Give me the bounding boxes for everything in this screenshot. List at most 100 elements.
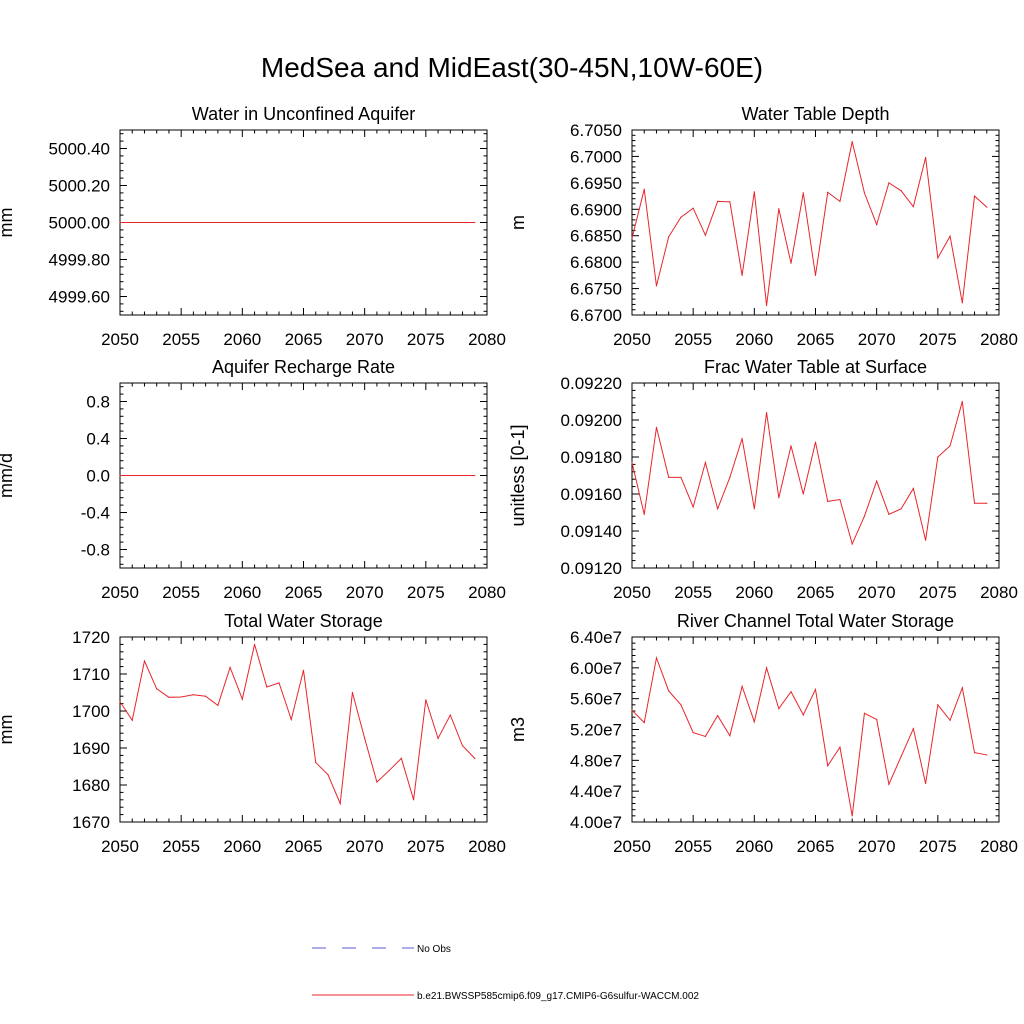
x-tick-label: 2055 [162, 583, 200, 602]
y-tick-label: 0.09220 [561, 374, 622, 393]
data-point [729, 735, 731, 737]
x-tick-label: 2080 [980, 330, 1018, 349]
data-point [765, 412, 768, 414]
data-point [741, 274, 743, 276]
data-point [302, 669, 305, 671]
data-point [364, 737, 366, 739]
y-axis-label: unitless [0-1] [508, 424, 528, 526]
y-tick-label: 1680 [72, 776, 110, 795]
x-tick-label: 2050 [613, 330, 651, 349]
data-point [655, 426, 658, 428]
x-tick-label: 2050 [613, 837, 651, 856]
y-tick-label: 6.7000 [570, 147, 622, 166]
data-point [655, 285, 658, 287]
data-point [376, 781, 378, 783]
x-tick-label: 2080 [468, 837, 506, 856]
data-point [655, 657, 658, 659]
data-point [704, 461, 707, 464]
data-point [692, 731, 694, 734]
y-tick-label: 6.6800 [570, 253, 622, 272]
data-point [156, 688, 158, 690]
chart-title: Aquifer Recharge Rate [212, 357, 395, 377]
x-tick-label: 2050 [101, 837, 139, 856]
x-tick-label: 2050 [613, 583, 651, 602]
x-tick-label: 2075 [407, 583, 445, 602]
data-point [961, 687, 963, 689]
legend: No Obs b.e21.BWSSP585cmip6.f09_g17.CMIP6-… [312, 944, 699, 1002]
y-tick-label: 6.6850 [570, 227, 622, 246]
data-point [729, 476, 731, 478]
data-point [986, 206, 988, 208]
data-point [900, 755, 902, 758]
data-point [986, 502, 988, 504]
data-point [851, 815, 853, 817]
data-point [814, 274, 817, 276]
page-title: MedSea and MidEast(30-45N,10W-60E) [260, 52, 764, 83]
chart-panel-5: Total Water Storage 2050 2055 2060 2065 2070 2… [0, 611, 506, 856]
y-tick-label: 1690 [72, 739, 110, 758]
data-point [253, 643, 256, 646]
data-point [413, 799, 415, 801]
data-point [680, 704, 682, 706]
data-point [692, 207, 694, 209]
data-point [241, 698, 243, 700]
y-axis-label: mm [0, 715, 16, 745]
x-tick-label: 2070 [346, 583, 384, 602]
x-tick-label: 2075 [919, 330, 957, 349]
y-tick-label: 1700 [72, 702, 110, 721]
x-tick-label: 2075 [919, 583, 957, 602]
plot-frame [631, 382, 1000, 569]
chart-title: River Channel Total Water Storage [677, 611, 954, 631]
chart-panel-2: Water Table Depth 2050 2055 2060 2065 2070 207… [508, 104, 1018, 349]
data-point [802, 192, 804, 194]
chart-title: Total Water Storage [224, 611, 382, 631]
y-tick-label: 1720 [72, 628, 110, 647]
x-tick-label: 2070 [858, 837, 896, 856]
data-point [704, 735, 707, 738]
y-tick-label: 6.6900 [570, 200, 622, 219]
x-tick-label: 2060 [735, 837, 773, 856]
data-point [388, 769, 390, 772]
data-point [863, 515, 866, 517]
data-point [937, 456, 939, 458]
data-point [888, 513, 890, 515]
data-point [680, 476, 682, 478]
data-point [876, 718, 878, 721]
data-point [631, 709, 633, 711]
data-point [474, 757, 476, 759]
data-point [790, 445, 792, 447]
data-point [973, 752, 976, 754]
data-point [474, 221, 476, 224]
plot-frame [631, 129, 1000, 316]
y-tick-label: 0.09180 [561, 448, 622, 467]
data-point [863, 192, 866, 194]
data-point [119, 474, 121, 477]
data-point [449, 714, 451, 716]
data-point [741, 685, 743, 687]
y-axis-label: m3 [508, 717, 528, 742]
x-tick-label: 2080 [980, 837, 1018, 856]
data-point [765, 304, 768, 307]
data-point [949, 719, 951, 721]
x-tick-label: 2080 [980, 583, 1018, 602]
legend-label: b.e21.BWSSP585cmip6.f09_g17.CMIP6-G6sulf… [417, 991, 699, 1002]
data-point [668, 476, 670, 478]
x-tick-label: 2080 [468, 583, 506, 602]
chart-title: Frac Water Table at Surface [704, 357, 927, 377]
data-point [863, 712, 866, 714]
y-tick-label: 0.09120 [561, 559, 622, 578]
data-point [339, 802, 341, 805]
plot-frame [631, 636, 1000, 823]
y-tick-label: 6.6750 [570, 280, 622, 299]
y-tick-label: 0.09140 [561, 522, 622, 541]
x-tick-label: 2075 [407, 837, 445, 856]
x-tick-label: 2060 [735, 330, 773, 349]
x-tick-label: 2060 [735, 583, 773, 602]
data-point [168, 696, 170, 698]
x-tick-label: 2065 [285, 330, 323, 349]
x-tick-label: 2065 [797, 583, 835, 602]
data-point [643, 721, 645, 724]
data-point [937, 257, 939, 259]
